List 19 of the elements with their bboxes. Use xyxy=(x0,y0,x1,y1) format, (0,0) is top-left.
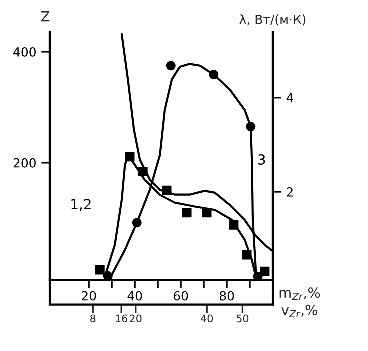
x-axis-title: m$_{Zr}$,% xyxy=(280,288,320,300)
y-tick-label: 400 xyxy=(14,47,36,57)
y2-tick-label: 4 xyxy=(286,94,294,103)
x-tick-label: 60 xyxy=(174,291,188,301)
x2-tick-label: 20 xyxy=(130,314,142,323)
x2-tick-label: 50 xyxy=(236,314,249,323)
x-tick-label: 40 xyxy=(128,291,142,301)
y2-axis-title: λ, Вт/(м·К) xyxy=(240,14,306,26)
y-axis-title: Z xyxy=(41,12,50,22)
series-label: 3 xyxy=(258,154,266,165)
text: 1,2 xyxy=(72,199,91,212)
x-tick-label: 20 xyxy=(82,291,96,301)
x2-tick-label: 40 xyxy=(200,314,214,323)
y-tick-label: 200 xyxy=(14,158,36,168)
x2-tick-label: 8 xyxy=(90,314,96,323)
x-tick-label: 80 xyxy=(220,291,234,301)
x2-tick-label: 16 xyxy=(116,314,128,323)
x2-axis-title: v$_{Zr}$,% xyxy=(282,304,318,318)
y2-tick-label: 2 xyxy=(287,187,293,197)
